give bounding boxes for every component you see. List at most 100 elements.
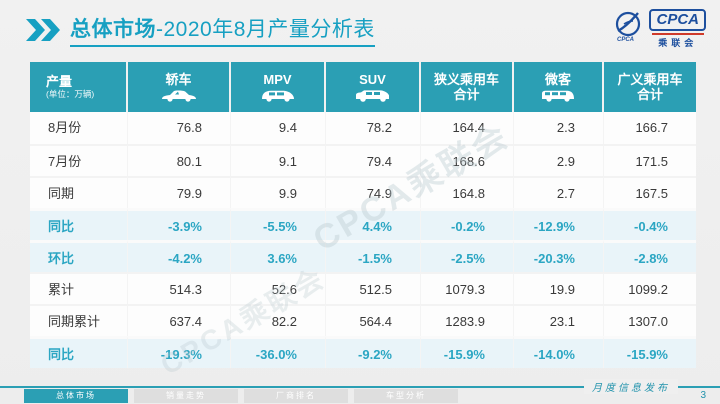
logo-red-line — [651, 33, 704, 35]
tab-model-analysis[interactable]: 车型分析 — [354, 389, 458, 403]
title-bar: 总体市场-2020年8月产量分析表 — [26, 13, 375, 47]
header-broad-pv-total: 广义乘用车 合计 — [604, 62, 696, 112]
table-cell: 514.3 — [128, 272, 231, 304]
table-cell: -4.2% — [128, 240, 231, 272]
table-cell: -5.5% — [231, 208, 326, 240]
row-label: 累计 — [30, 272, 128, 304]
table-cell: 76.8 — [128, 112, 231, 144]
table-cell: 9.1 — [231, 144, 326, 176]
tab-overall-market[interactable]: 总体市场 — [24, 389, 128, 403]
header-production: 产量 (单位：万辆) — [30, 62, 128, 112]
table-cell: 9.9 — [231, 176, 326, 208]
footer-nav-tabs: 总体市场 销量走势 厂商排名 车型分析 — [24, 389, 458, 403]
row-label: 8月份 — [30, 112, 128, 144]
row-label: 同期 — [30, 176, 128, 208]
double-chevron-icon — [26, 19, 62, 41]
table-cell: -2.5% — [421, 240, 514, 272]
mpv-icon — [255, 88, 301, 102]
table-header-row: 产量 (单位：万辆) 轿车 MPV — [30, 62, 696, 112]
header-mpv: MPV — [231, 62, 326, 112]
table-row: 同期累计 637.4 82.2 564.4 1283.9 23.1 1307.0 — [30, 304, 696, 336]
table-cell: 1307.0 — [604, 304, 696, 336]
table-cell: 79.9 — [128, 176, 231, 208]
cpca-emblem-icon: CPCA — [616, 11, 641, 43]
table-cell: -36.0% — [231, 336, 326, 368]
table-cell: 79.4 — [326, 144, 421, 176]
table-row: 累计 514.3 52.6 512.5 1079.3 19.9 1099.2 — [30, 272, 696, 304]
table-cell: 1079.3 — [421, 272, 514, 304]
header-production-title: 产量 — [46, 74, 73, 89]
table-row-mom: 环比 -4.2% 3.6% -1.5% -2.5% -20.3% -2.8% — [30, 240, 696, 272]
table-cell: 1283.9 — [421, 304, 514, 336]
table-cell: 564.4 — [326, 304, 421, 336]
tab-manufacturer-ranking[interactable]: 厂商排名 — [244, 389, 348, 403]
table-cell: -2.8% — [604, 240, 696, 272]
header-broad-pv-line2: 合计 — [636, 87, 663, 102]
table-cell: -12.9% — [514, 208, 604, 240]
header-narrow-pv-total: 狭义乘用车 合计 — [421, 62, 514, 112]
table-cell: -19.3% — [128, 336, 231, 368]
header-suv-label: SUV — [359, 72, 386, 87]
svg-text:CPCA: CPCA — [617, 37, 634, 43]
table-row: 8月份 76.8 9.4 78.2 164.4 2.3 166.7 — [30, 112, 696, 144]
header-narrow-pv-line1: 狭义乘用车 — [433, 72, 499, 87]
table-cell: -15.9% — [604, 336, 696, 368]
footer-divider — [0, 386, 720, 388]
sedan-icon — [156, 88, 202, 102]
header-sedan-label: 轿车 — [165, 72, 192, 87]
table-cell: 74.9 — [326, 176, 421, 208]
cpca-logo: CPCA CPCA 乘联会 — [611, 9, 706, 49]
table-cell: 23.1 — [514, 304, 604, 336]
row-label: 同期累计 — [30, 304, 128, 336]
microvan-icon — [535, 88, 581, 102]
table-row-yoy: 同比 -3.9% -5.5% 4.4% -0.2% -12.9% -0.4% — [30, 208, 696, 240]
header-sedan: 轿车 — [128, 62, 231, 112]
header-microvan: 微客 — [514, 62, 604, 112]
table-cell: 52.6 — [231, 272, 326, 304]
table-cell: 3.6% — [231, 240, 326, 272]
header-microvan-label: 微客 — [544, 72, 571, 87]
table-cell: -0.2% — [421, 208, 514, 240]
row-label: 同比 — [30, 336, 128, 368]
table-cell: 512.5 — [326, 272, 421, 304]
row-label: 7月份 — [30, 144, 128, 176]
header-broad-pv-line1: 广义乘用车 — [617, 72, 683, 87]
footer-caption: 月度信息发布 — [584, 379, 678, 394]
table-cell: 168.6 — [421, 144, 514, 176]
suv-icon — [350, 88, 396, 102]
header-production-unit: (单位：万辆) — [46, 89, 95, 99]
table-cell: -1.5% — [326, 240, 421, 272]
logo-acronym: CPCA — [649, 9, 706, 31]
table-cell: -14.0% — [514, 336, 604, 368]
table-cell: 171.5 — [604, 144, 696, 176]
table-cell: 80.1 — [128, 144, 231, 176]
table-cell: 4.4% — [326, 208, 421, 240]
table-cell: 1099.2 — [604, 272, 696, 304]
production-table: 产量 (单位：万辆) 轿车 MPV — [30, 62, 696, 368]
table-row-cum-yoy: 同比 -19.3% -36.0% -9.2% -15.9% -14.0% -15… — [30, 336, 696, 368]
table-cell: 82.2 — [231, 304, 326, 336]
table-cell: -9.2% — [326, 336, 421, 368]
table-cell: 2.3 — [514, 112, 604, 144]
table-cell: 9.4 — [231, 112, 326, 144]
page-number: 3 — [700, 390, 706, 401]
header-narrow-pv-line2: 合计 — [453, 87, 480, 102]
table-cell: 637.4 — [128, 304, 231, 336]
page-title-rest: -2020年8月产量分析表 — [156, 18, 375, 41]
row-label: 环比 — [30, 240, 128, 272]
header-mpv-label: MPV — [263, 72, 292, 87]
table-cell: -20.3% — [514, 240, 604, 272]
row-label: 同比 — [30, 208, 128, 240]
table-cell: 78.2 — [326, 112, 421, 144]
page-title: 总体市场-2020年8月产量分析表 — [70, 13, 375, 47]
logo-chinese-name: 乘联会 — [658, 38, 698, 48]
table-cell: 164.8 — [421, 176, 514, 208]
header-suv: SUV — [326, 62, 421, 112]
table-cell: 19.9 — [514, 272, 604, 304]
tab-sales-trend[interactable]: 销量走势 — [134, 389, 238, 403]
table-row: 同期 79.9 9.9 74.9 164.8 2.7 167.5 — [30, 176, 696, 208]
table-row: 7月份 80.1 9.1 79.4 168.6 2.9 171.5 — [30, 144, 696, 176]
page-title-section: 总体市场 — [70, 18, 156, 41]
table-cell: -15.9% — [421, 336, 514, 368]
